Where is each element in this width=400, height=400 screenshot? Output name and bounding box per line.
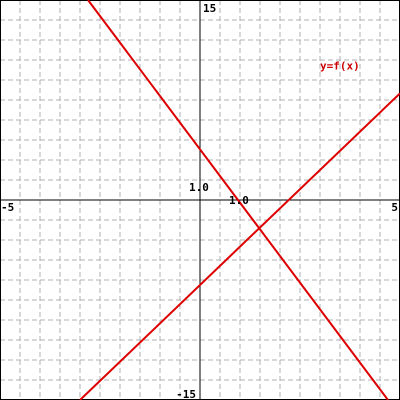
x-min-tick-label: -5: [1, 201, 14, 214]
y-unit-tick-label: 1.0: [189, 181, 209, 194]
y-min-tick-label: -15: [176, 388, 196, 400]
function-label: y=f(x): [320, 59, 360, 72]
series-line-2: [87, 0, 389, 400]
x-max-tick-label: 5: [391, 201, 398, 214]
x-unit-tick-label: 1.0: [229, 194, 249, 207]
y-max-tick-label: 15: [203, 2, 216, 15]
series-line-1: [79, 92, 400, 400]
series-group: [79, 0, 400, 400]
annotations: y=f(x): [320, 59, 360, 72]
